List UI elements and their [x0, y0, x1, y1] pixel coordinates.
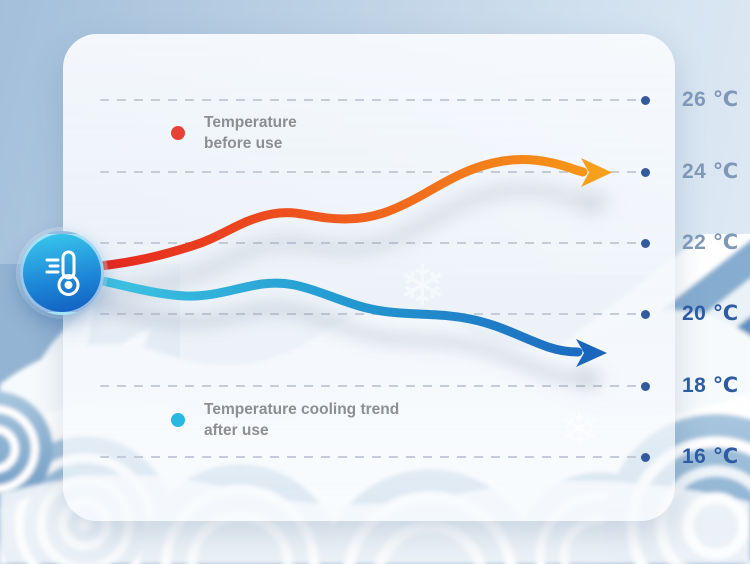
- gridline: [100, 171, 638, 173]
- legend-before-use: Temperature before use: [171, 112, 297, 154]
- thermometer-badge: [20, 231, 104, 315]
- legend-dot-cyan: [171, 413, 185, 427]
- gridline: [100, 313, 638, 315]
- legend-before-text: Temperature before use: [204, 112, 297, 154]
- gridline: [100, 456, 638, 458]
- legend-after-text: Temperature cooling trend after use: [204, 399, 399, 441]
- y-tick-label: 16 ℃: [682, 445, 739, 468]
- y-tick-label: 26 ℃: [682, 88, 739, 111]
- legend-before-line2: before use: [204, 135, 283, 152]
- legend-after-use: Temperature cooling trend after use: [171, 399, 399, 441]
- thermometer-icon: [45, 250, 80, 296]
- gridline-end-dot: [641, 310, 650, 319]
- gridline: [100, 242, 638, 244]
- gridline-end-dot: [641, 453, 650, 462]
- legend-dot-red: [171, 126, 185, 140]
- legend-before-line1: Temperature: [204, 114, 297, 131]
- gridline-end-dot: [641, 96, 650, 105]
- y-tick-label: 24 ℃: [682, 160, 739, 183]
- gridline: [100, 385, 638, 387]
- legend-after-line2: after use: [204, 422, 269, 439]
- y-tick-label: 22 ℃: [682, 231, 739, 254]
- gridline-end-dot: [641, 168, 650, 177]
- gridline: [100, 99, 638, 101]
- chart-card: [63, 34, 675, 521]
- gridline-end-dot: [641, 239, 650, 248]
- y-tick-label: 20 ℃: [682, 302, 739, 325]
- gridline-end-dot: [641, 382, 650, 391]
- legend-after-line1: Temperature cooling trend: [204, 401, 400, 418]
- y-tick-label: 18 ℃: [682, 374, 739, 397]
